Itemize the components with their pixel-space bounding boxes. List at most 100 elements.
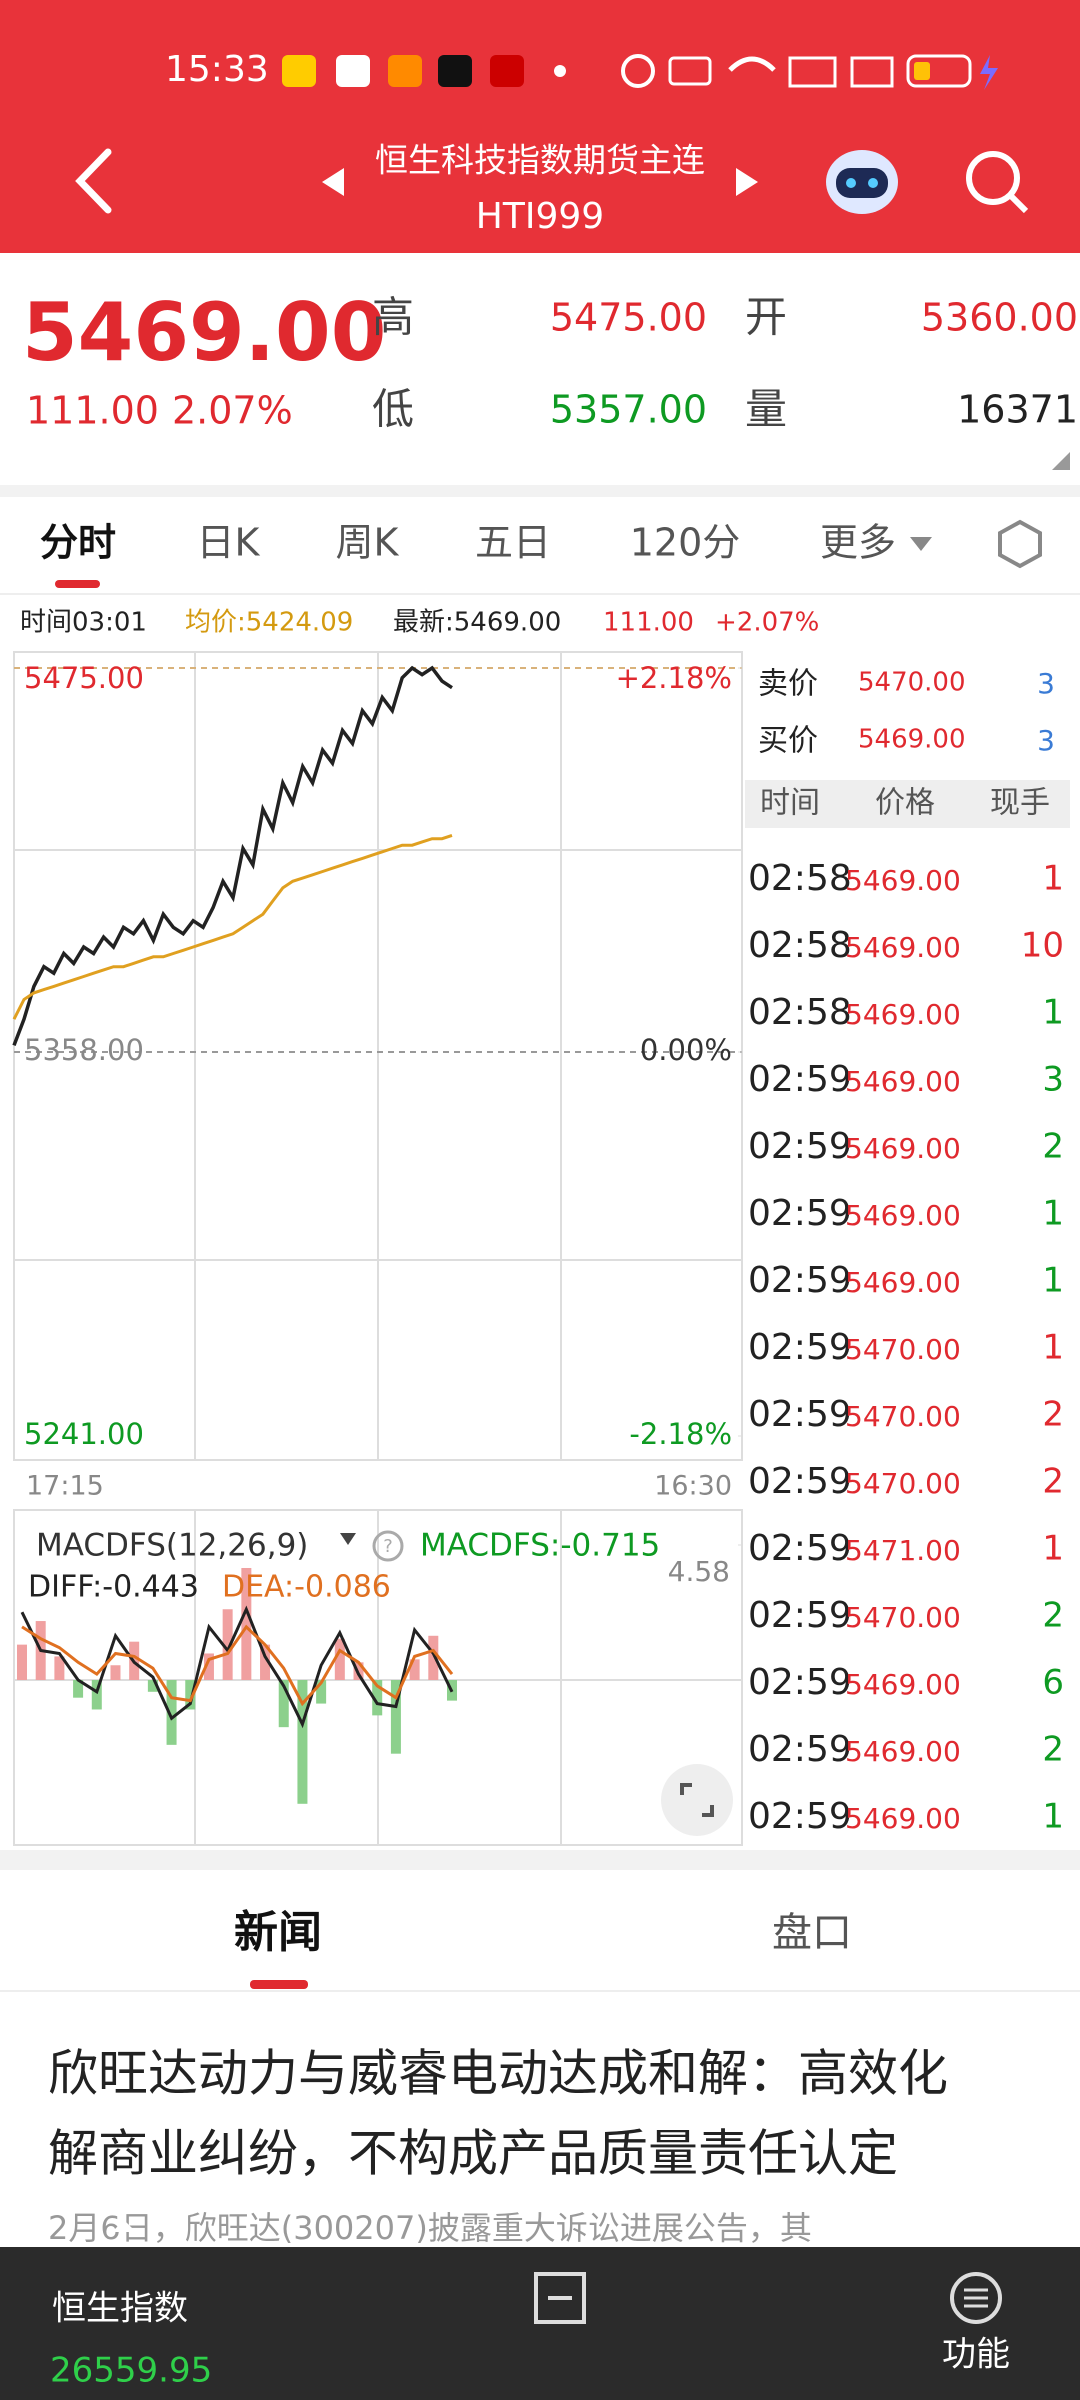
trade-qty: 6 bbox=[1042, 1663, 1064, 1703]
prev-button[interactable] bbox=[322, 168, 344, 196]
tab[interactable]: 日K bbox=[197, 521, 261, 565]
trade-qty: 2 bbox=[1042, 1730, 1064, 1770]
more-arrow bbox=[910, 537, 932, 551]
info-latest: 最新:5469.00 bbox=[393, 608, 561, 638]
trade-time: 02:59 bbox=[748, 1059, 852, 1100]
trade-price: 5470.00 bbox=[845, 1467, 961, 1500]
buy-price: 5469.00 bbox=[858, 725, 966, 755]
y2-tick-label: 0.00% bbox=[640, 1033, 732, 1067]
tab[interactable]: 周K bbox=[336, 521, 400, 565]
back-button[interactable] bbox=[75, 148, 112, 214]
tab[interactable]: 五日 bbox=[475, 521, 551, 565]
trade-qty: 1 bbox=[1042, 1529, 1064, 1569]
help-icon[interactable] bbox=[372, 1530, 404, 1562]
trade-header: 时间 bbox=[760, 786, 820, 821]
y2-tick-label: +2.18% bbox=[616, 661, 732, 695]
tab[interactable]: 更多 bbox=[820, 521, 896, 565]
macd-bar bbox=[428, 1635, 439, 1680]
sell-price: 5470.00 bbox=[858, 668, 966, 698]
y2-tick-label: -2.18% bbox=[629, 1417, 732, 1451]
price: 5469.00 bbox=[22, 286, 386, 379]
info-change: 111.00 bbox=[603, 608, 694, 638]
header-code: HTI999 bbox=[476, 196, 604, 237]
trade-price: 5470.00 bbox=[845, 1333, 961, 1366]
tab[interactable]: 分时 bbox=[40, 521, 116, 565]
macd-bar bbox=[110, 1665, 121, 1680]
macd-bar bbox=[409, 1659, 420, 1680]
y-tick-label: 5475.00 bbox=[24, 661, 144, 695]
function-button[interactable] bbox=[950, 2272, 1002, 2324]
chart-frame bbox=[13, 651, 743, 1846]
change-pct: 2.07% bbox=[172, 389, 293, 433]
headline[interactable]: 解商业纠纷，不构成产品质量责任认定 bbox=[48, 2125, 898, 2183]
trade-time: 02:59 bbox=[748, 1126, 852, 1167]
tab-indicator bbox=[55, 580, 100, 588]
header-title: 恒生科技指数期货主连 bbox=[375, 141, 705, 180]
macd-bar bbox=[297, 1680, 308, 1804]
dea-label: DEA:-0.086 bbox=[222, 1570, 391, 1605]
label: 开 bbox=[745, 293, 787, 342]
status-icons bbox=[282, 54, 998, 90]
fullscreen-button[interactable] bbox=[661, 1764, 733, 1836]
help-icon-glyph: ? bbox=[383, 1536, 393, 1557]
macd-bar bbox=[203, 1653, 214, 1680]
news-tab[interactable]: 盘口 bbox=[772, 1910, 852, 1956]
info-change-pct: +2.07% bbox=[715, 608, 819, 638]
index-value: 26559.95 bbox=[50, 2351, 212, 2391]
buy-qty: 3 bbox=[1037, 724, 1055, 757]
macd-bar bbox=[390, 1680, 401, 1754]
separator bbox=[0, 1850, 1080, 1870]
macd-bar bbox=[260, 1644, 271, 1680]
trade-price: 5469.00 bbox=[845, 1266, 961, 1299]
macd-bar bbox=[54, 1656, 65, 1680]
trade-price: 5469.00 bbox=[845, 1735, 961, 1768]
trade-price: 5469.00 bbox=[845, 864, 961, 897]
macd-bar bbox=[166, 1680, 177, 1745]
diff-line bbox=[20, 1605, 454, 1729]
next-button[interactable] bbox=[736, 168, 758, 196]
function-label[interactable]: 功能 bbox=[942, 2335, 1010, 2375]
expand-corner bbox=[1052, 452, 1070, 470]
search-button[interactable] bbox=[966, 151, 1029, 214]
trade-qty: 2 bbox=[1042, 1395, 1064, 1435]
macd-value: MACDFS:-0.715 bbox=[420, 1528, 660, 1564]
trade-price: 5469.00 bbox=[845, 1065, 961, 1098]
y-tick-label: 4.58 bbox=[668, 1555, 730, 1588]
label: 卖价 bbox=[758, 667, 818, 702]
y-tick-label: 5358.00 bbox=[24, 1033, 144, 1067]
trade-qty: 2 bbox=[1042, 1596, 1064, 1636]
open: 5360.00 bbox=[921, 296, 1078, 340]
news-tab[interactable]: 新闻 bbox=[234, 1907, 322, 1958]
trade-header: 现手 bbox=[990, 786, 1050, 821]
change: 111.00 bbox=[26, 389, 159, 433]
trade-price: 5471.00 bbox=[845, 1534, 961, 1567]
index-name[interactable]: 恒生指数 bbox=[52, 2289, 188, 2329]
trade-header-bg bbox=[745, 780, 1070, 828]
info-avg: 均价:5424.09 bbox=[185, 608, 353, 638]
label: 量 bbox=[745, 385, 787, 434]
macd-title[interactable]: MACDFS(12,26,9) bbox=[36, 1528, 308, 1564]
trade-time: 02:59 bbox=[748, 1796, 852, 1837]
low: 5357.00 bbox=[550, 388, 707, 432]
label: 低 bbox=[372, 385, 414, 434]
trade-price: 5469.00 bbox=[845, 1132, 961, 1165]
trade-qty: 1 bbox=[1042, 1194, 1064, 1234]
macd-bar bbox=[316, 1680, 327, 1704]
settings-button[interactable] bbox=[998, 519, 1042, 569]
macd-dropdown[interactable] bbox=[340, 1533, 356, 1545]
info-time: 时间03:01 bbox=[20, 608, 147, 638]
trade-qty: 10 bbox=[1021, 926, 1064, 966]
headline[interactable]: 欣旺达动力与威睿电动达成和解：高效化 bbox=[48, 2045, 948, 2103]
trade-price: 5469.00 bbox=[845, 931, 961, 964]
robot-button[interactable] bbox=[826, 150, 898, 214]
tab[interactable]: 120分 bbox=[630, 521, 741, 565]
center-button[interactable] bbox=[534, 2272, 586, 2324]
divider bbox=[0, 593, 1080, 595]
price-line bbox=[12, 665, 453, 1047]
macd-bar bbox=[91, 1680, 102, 1710]
trade-time: 02:58 bbox=[748, 925, 852, 966]
trade-price: 5469.00 bbox=[845, 1668, 961, 1701]
trade-qty: 1 bbox=[1042, 993, 1064, 1033]
